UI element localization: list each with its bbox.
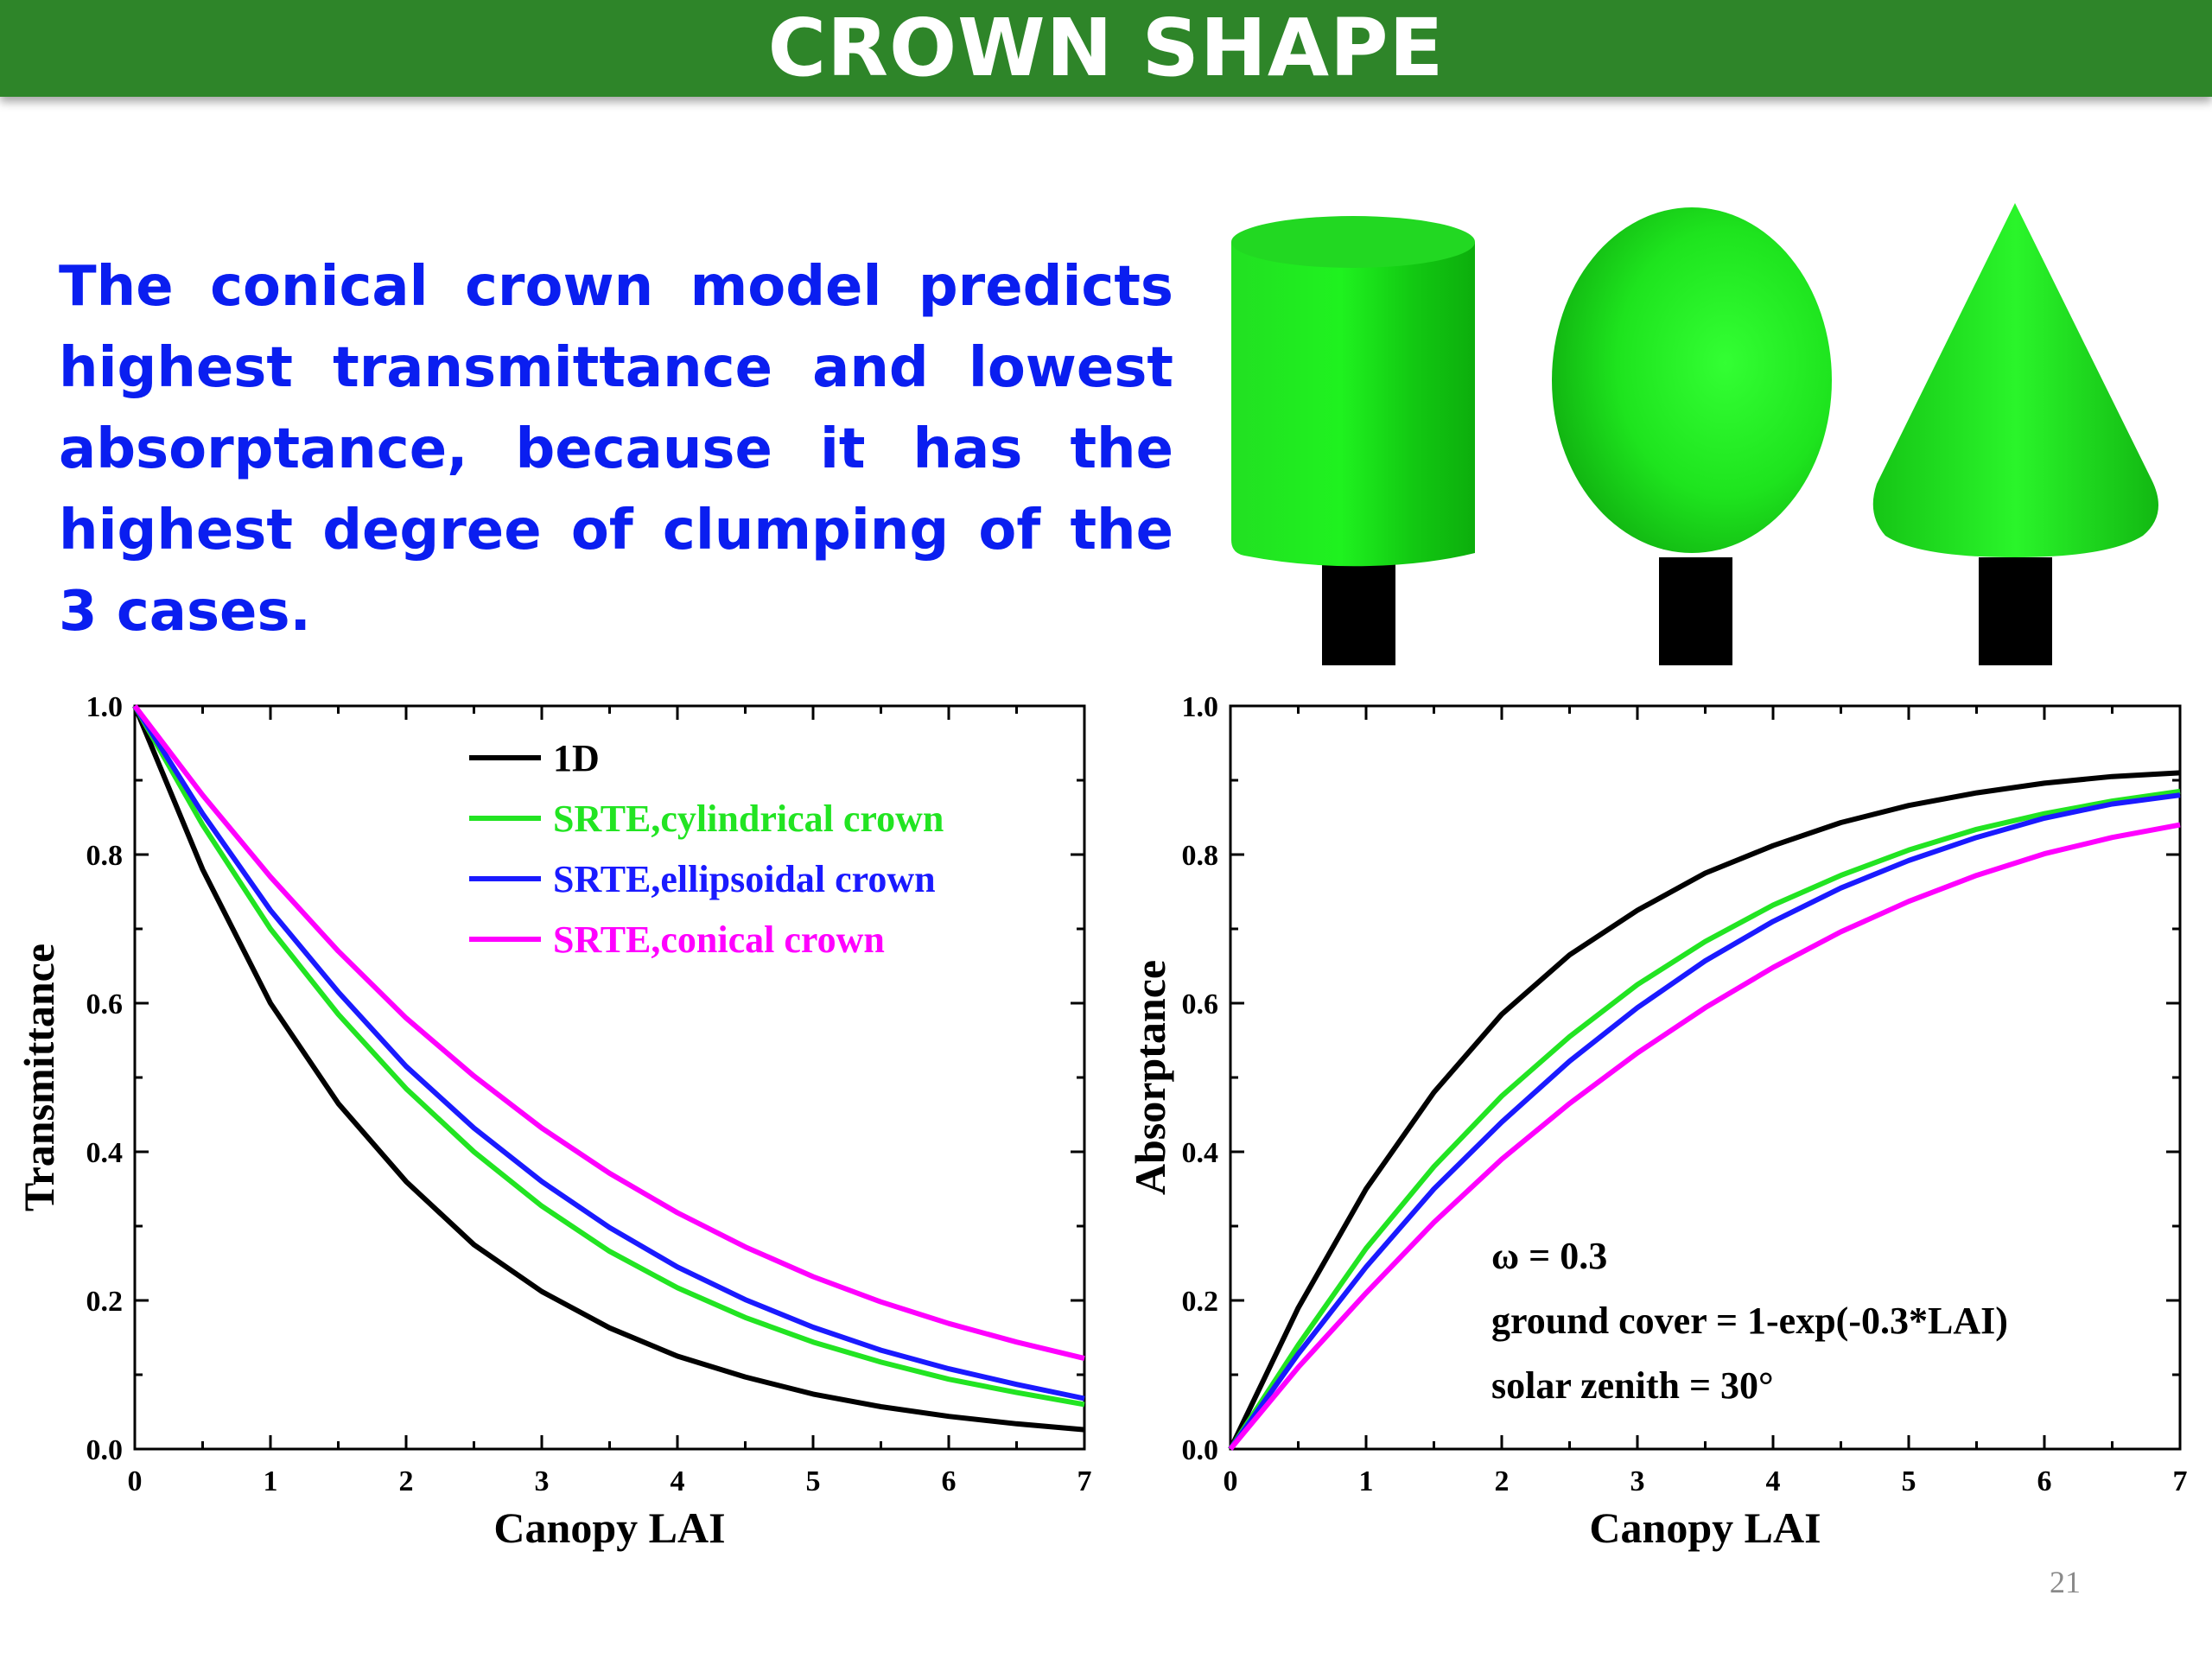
legend-label-1d: 1D [553, 737, 600, 779]
legend-label-srte-conical-crown: SRTE,conical crown [553, 918, 885, 961]
annotation-line-3: solar zenith = 30° [1491, 1364, 1774, 1407]
absorptance-y-tick-label: 0.4 [1182, 1137, 1219, 1169]
absorptance-x-tick-label: 2 [1495, 1465, 1510, 1497]
absorptance-x-tick-label: 3 [1630, 1465, 1645, 1497]
absorptance-y-tick-label: 0.8 [1182, 840, 1219, 872]
absorptance-x-tick-label: 5 [1902, 1465, 1916, 1497]
absorptance-chart: 0 1 2 3 4 5 6 7 0.0 0.2 0.4 0.6 0.8 1.0 Canopy LAI Abso… [1126, 691, 2188, 1552]
transmittance-y-tick-label: 0.8 [86, 840, 124, 872]
transmittance-x-tick-label: 3 [535, 1465, 550, 1497]
transmittance-x-tick-label: 4 [671, 1465, 685, 1497]
absorptance-y-tick-label: 0.0 [1182, 1434, 1219, 1466]
absorptance-x-tick-label: 7 [2173, 1465, 2188, 1497]
transmittance-x-tick-label: 2 [399, 1465, 414, 1497]
transmittance-y-tick-label: 0.6 [86, 988, 124, 1020]
transmittance-y-tick-label: 0.4 [86, 1137, 124, 1169]
transmittance-series-srte-conical-crown [132, 704, 1085, 1362]
transmittance-x-tick-label: 5 [806, 1465, 821, 1497]
transmittance-y-tick-label: 0.0 [86, 1434, 124, 1466]
crown-shapes-illustration [1231, 203, 2158, 665]
transmittance-x-tick-label: 6 [942, 1465, 957, 1497]
absorptance-series-line-1 [1228, 770, 2181, 1451]
transmittance-x-tick-label: 7 [1077, 1465, 1092, 1497]
transmittance-chart: 0 1 2 3 4 5 6 7 0.0 0.2 0.4 0.6 0.8 1.0 Canopy LAI Tran… [15, 691, 1092, 1552]
annotation-line-1: ω = 0.3 [1491, 1235, 1607, 1277]
absorptance-series-line-4 [1228, 822, 2181, 1451]
slide-title: CROWN SHAPE [767, 2, 1445, 94]
summary-text: The conical crown model predicts highest… [59, 255, 1173, 644]
transmittance-x-axis-title: Canopy LAI [493, 1503, 725, 1552]
ellipsoid-crown-shape [1552, 207, 1832, 665]
transmittance-y-tick-label: 0.2 [86, 1286, 124, 1318]
absorptance-x-tick-label: 0 [1224, 1465, 1238, 1497]
title-bar [0, 0, 2212, 97]
absorptance-x-axis-title: Canopy LAI [1589, 1503, 1821, 1552]
page-number: 21 [2050, 1565, 2081, 1599]
transmittance-y-axis-title: Transmittance [15, 944, 63, 1211]
legend-label-srte-cylindrical-crown: SRTE,cylindrical crown [553, 798, 944, 840]
annotation-line-2: ground cover = 1-exp(-0.3*LAI) [1491, 1300, 2008, 1342]
transmittance-y-tick-label: 1.0 [86, 691, 124, 723]
transmittance-series-srte-cylindrical-crown [132, 704, 1085, 1408]
absorptance-series-line-3 [1228, 792, 2181, 1451]
transmittance-series-1d [132, 704, 1085, 1433]
cone-crown-shape [1872, 203, 2158, 665]
transmittance-x-tick-label: 1 [264, 1465, 278, 1497]
cylinder-crown-shape [1231, 216, 1475, 665]
absorptance-x-tick-label: 4 [1766, 1465, 1781, 1497]
legend-label-srte-ellipsoidal-crown: SRTE,ellipsoidal crown [553, 858, 936, 900]
absorptance-y-tick-label: 0.6 [1182, 988, 1219, 1020]
transmittance-series-srte-ellipsoidal-crown [132, 704, 1085, 1402]
absorptance-x-tick-label: 6 [2037, 1465, 2052, 1497]
absorptance-x-tick-label: 1 [1359, 1465, 1374, 1497]
absorptance-y-tick-label: 1.0 [1182, 691, 1219, 723]
transmittance-x-tick-label: 0 [128, 1465, 143, 1497]
absorptance-series-line-2 [1228, 788, 2181, 1451]
absorptance-y-tick-label: 0.2 [1182, 1286, 1219, 1318]
absorptance-y-axis-title: Absorptance [1126, 960, 1174, 1195]
